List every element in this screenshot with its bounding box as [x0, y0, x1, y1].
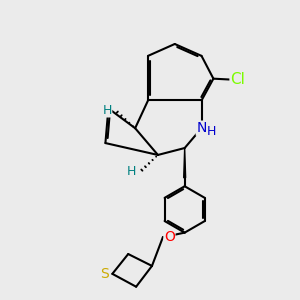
- Polygon shape: [184, 148, 186, 178]
- Text: H: H: [127, 165, 136, 178]
- Text: S: S: [100, 267, 109, 281]
- Text: H: H: [102, 104, 112, 117]
- Text: Cl: Cl: [230, 72, 245, 87]
- Text: N: N: [196, 121, 207, 135]
- Text: H: H: [207, 125, 217, 138]
- Text: O: O: [164, 230, 175, 244]
